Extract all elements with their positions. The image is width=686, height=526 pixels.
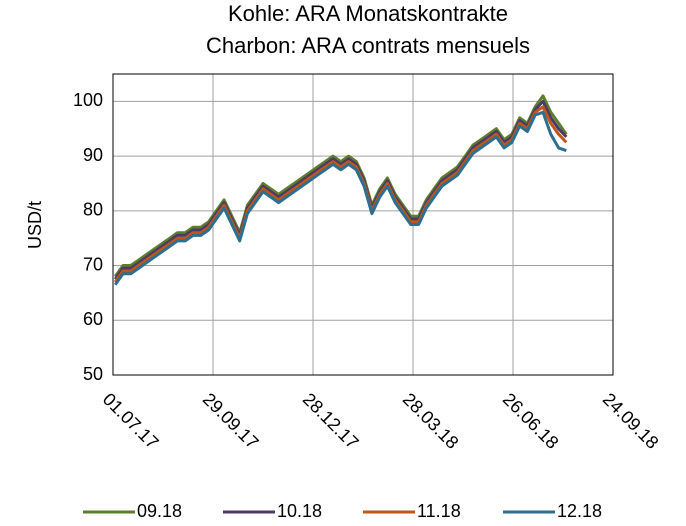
plot-frame [112,73,614,376]
y-tick-label: 50 [83,364,103,384]
y-tick-label: 90 [83,145,103,165]
y-tick-label: 80 [83,200,103,220]
x-tick-label: 28.03.18 [399,389,463,453]
legend-label: 11.18 [417,501,461,521]
chart-subtitle: Charbon: ARA contrats mensuels [206,33,530,58]
legend-label: 10.18 [277,501,322,521]
y-tick-label: 70 [83,254,103,274]
series-line [113,105,568,283]
x-tick-label: 24.09.18 [599,389,663,453]
y-axis-label: USD/t [25,201,45,249]
y-tick-label: 100 [73,90,103,110]
series-line [113,99,568,281]
legend-label: 12.18 [557,501,602,521]
x-tick-label: 26.06.18 [499,389,563,453]
y-tick-label: 60 [83,309,103,329]
x-tick-label: 29.09.17 [199,389,263,453]
series-line [113,94,568,278]
x-tick-label: 01.07.17 [99,389,163,453]
chart-title: Kohle: ARA Monatskontrakte [228,1,508,26]
legend-label: 09.18 [137,501,182,521]
x-tick-label: 28.12.17 [299,389,363,453]
series-line [113,110,567,286]
